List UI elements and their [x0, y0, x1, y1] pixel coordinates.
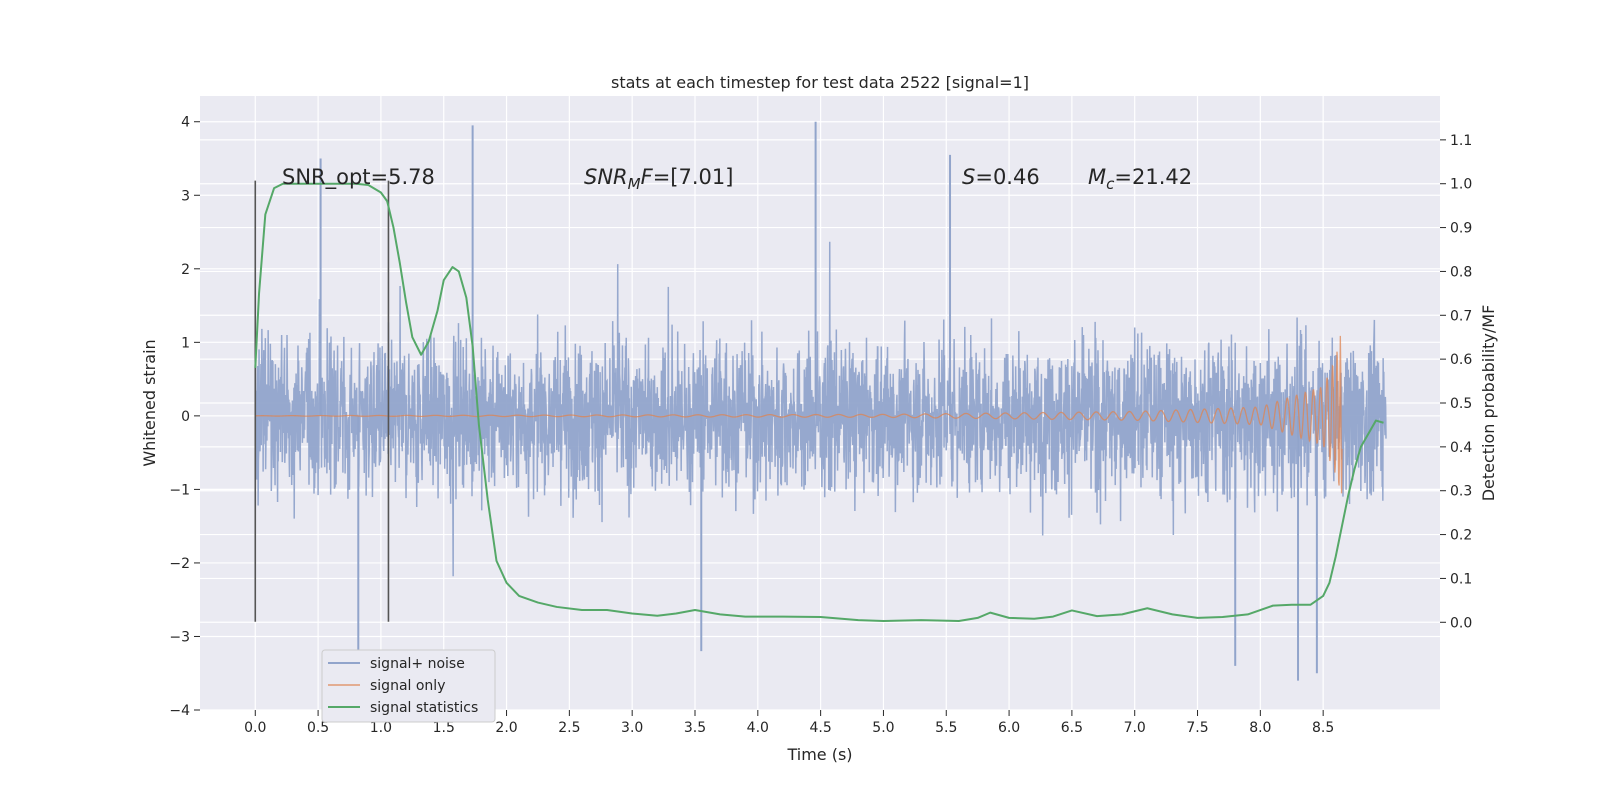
signal-only-series [255, 335, 1343, 494]
chart-title: stats at each timestep for test data 252… [611, 73, 1029, 92]
statistics-line [254, 182, 1384, 622]
annotation-snr-mf-base: SNR [584, 165, 628, 189]
y-right-tick-label: 1.0 [1450, 177, 1472, 193]
signal-trace [255, 335, 1343, 494]
legend-box [321, 649, 496, 723]
right-y-axis-ticks: 0.0 0.1 0.2 0.3 0.4 0.5 0.6 0.7 0.8 0.9 1.0 1.1 [1440, 133, 1472, 631]
annotation-snr-mf: SNRMF=[7.01] [584, 165, 733, 193]
annotation-snr-opt: SNR_opt=5.78 [282, 165, 435, 190]
y-right-tick-label: 0.0 [1450, 615, 1472, 631]
annotation-mc-value: =21.42 [1114, 165, 1192, 189]
y-left-tick-label: −1 [169, 482, 190, 498]
x-axis-label: Time (s) [786, 745, 852, 764]
annotation-snr-mf-value: =[7.01] [653, 165, 734, 189]
y-left-tick-label: 2 [181, 262, 190, 278]
y-right-tick-label: 0.7 [1450, 308, 1472, 324]
annotation-mc: Mc=21.42 [1088, 165, 1192, 193]
y-left-tick-label: −2 [169, 556, 190, 572]
x-tick-label: 4.0 [747, 720, 769, 736]
x-tick-label: 0.0 [244, 720, 266, 736]
annotation-mc-base: M [1088, 165, 1106, 189]
x-tick-label: 6.0 [998, 720, 1020, 736]
x-axis-ticks: 0.0 0.5 1.0 1.5 2.0 2.5 3.0 3.5 4.0 4.5 5.0 5.5 6.0 6… [244, 710, 1334, 736]
y-right-tick-label: 0.2 [1450, 528, 1472, 544]
y-left-tick-label: 1 [181, 335, 190, 351]
x-tick-label: 7.0 [1124, 720, 1146, 736]
x-tick-label: 2.5 [558, 720, 580, 736]
right-y-axis-label: Detection probability/MF [1479, 305, 1498, 502]
x-tick-label: 1.0 [370, 720, 392, 736]
x-tick-label: 4.5 [809, 720, 831, 736]
legend-label-noise: signal+ noise [370, 656, 465, 672]
noise-trace [254, 241, 1387, 577]
x-tick-label: 6.5 [1061, 720, 1083, 736]
x-tick-label: 5.0 [872, 720, 894, 736]
x-tick-label: 3.0 [621, 720, 643, 736]
x-tick-label: 1.5 [433, 720, 455, 736]
y-right-tick-label: 0.9 [1450, 221, 1472, 237]
y-right-tick-label: 0.8 [1450, 264, 1472, 280]
marker-lines [254, 180, 390, 622]
signal-statistics-series [254, 182, 1384, 622]
annotation-s-base: S [962, 165, 975, 189]
legend-label-stats: signal statistics [370, 700, 478, 716]
x-tick-label: 7.5 [1186, 720, 1208, 736]
y-left-tick-label: −3 [169, 629, 190, 645]
x-tick-label: 8.0 [1249, 720, 1271, 736]
y-left-tick-label: 3 [181, 188, 190, 204]
x-tick-label: 2.0 [495, 720, 517, 736]
annotation-s-value: =0.46 [975, 165, 1039, 189]
y-left-tick-label: 0 [181, 409, 190, 425]
y-right-tick-label: 0.3 [1450, 484, 1472, 500]
annotation-snr-mf-f: F [641, 165, 654, 189]
y-left-tick-label: −4 [169, 703, 190, 719]
legend-label-signal: signal only [370, 678, 445, 694]
legend: signal+ noise signal only signal statist… [321, 649, 496, 723]
x-tick-label: 8.5 [1312, 720, 1334, 736]
y-left-tick-label: 4 [181, 115, 190, 131]
signal-noise-series [254, 121, 1387, 681]
annotation-s: S=0.46 [962, 165, 1040, 189]
annotation-mc-sub: c [1106, 175, 1115, 193]
left-y-axis-ticks: −4 −3 −2 −1 0 1 2 3 4 [169, 115, 200, 719]
annotations: SNR_opt=5.78 SNRMF=[7.01] S=0.46 Mc=21.4… [282, 165, 1192, 193]
y-right-tick-label: 0.5 [1450, 396, 1472, 412]
y-right-tick-label: 1.1 [1450, 133, 1472, 149]
x-tick-label: 5.5 [935, 720, 957, 736]
x-tick-label: 0.5 [307, 720, 329, 736]
y-right-tick-label: 0.6 [1450, 352, 1472, 368]
x-tick-label: 3.5 [684, 720, 706, 736]
y-right-tick-label: 0.4 [1450, 440, 1472, 456]
y-right-tick-label: 0.1 [1450, 571, 1472, 587]
annotation-snr-mf-sub: M [628, 175, 641, 193]
left-y-axis-label: Whitened strain [140, 339, 159, 466]
